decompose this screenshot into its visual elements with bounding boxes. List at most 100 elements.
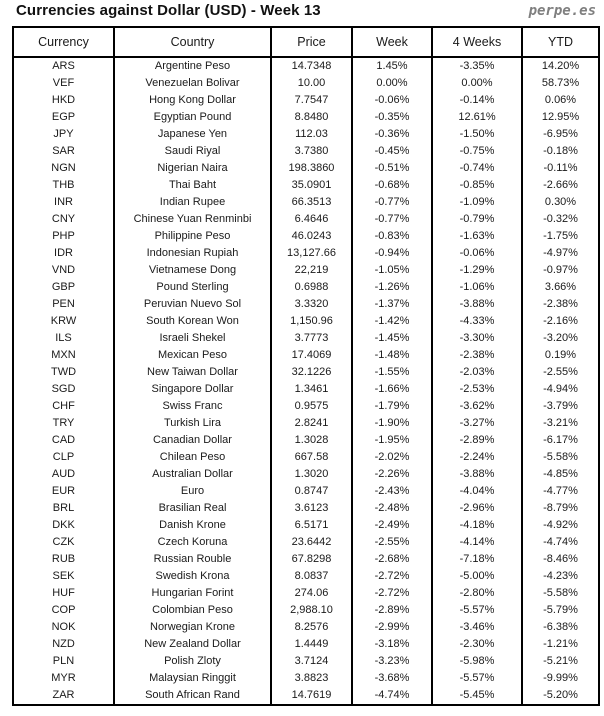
price-value: 3.7773 — [270, 330, 353, 347]
week-change: 1.45% — [351, 57, 433, 75]
currency-code: EGP — [12, 109, 115, 126]
week-change: -2.72% — [351, 568, 433, 585]
four-weeks-change: -5.57% — [431, 670, 523, 687]
four-weeks-change: -4.18% — [431, 517, 523, 534]
four-weeks-change: 12.61% — [431, 109, 523, 126]
four-weeks-change: -5.45% — [431, 687, 523, 705]
table-row: CLP Chilean Peso 667.58 -2.02% -2.24% -5.58% — [12, 449, 600, 466]
country-name: Egyptian Pound — [113, 109, 272, 126]
ytd-change: 0.06% — [521, 92, 600, 109]
currency-code: CZK — [12, 534, 115, 551]
table-row: TRY Turkish Lira 2.8241 -1.90% -3.27% -3.21% — [12, 415, 600, 432]
currency-code: EUR — [12, 483, 115, 500]
price-value: 667.58 — [270, 449, 353, 466]
price-value: 198.3860 — [270, 160, 353, 177]
week-change: -0.06% — [351, 92, 433, 109]
price-value: 3.7380 — [270, 143, 353, 160]
currency-code: HUF — [12, 585, 115, 602]
week-change: -0.68% — [351, 177, 433, 194]
table-row: CZK Czech Koruna 23.6442 -2.55% -4.14% -4.74% — [12, 534, 600, 551]
country-name: South Korean Won — [113, 313, 272, 330]
column-header-4weeks: 4 Weeks — [431, 27, 523, 58]
table-row: EGP Egyptian Pound 8.8480 -0.35% 12.61% 12.95… — [12, 109, 600, 126]
four-weeks-change: -1.06% — [431, 279, 523, 296]
currency-code: NZD — [12, 636, 115, 653]
country-name: Australian Dollar — [113, 466, 272, 483]
currency-code: NOK — [12, 619, 115, 636]
ytd-change: -1.21% — [521, 636, 600, 653]
currency-code: SEK — [12, 568, 115, 585]
country-name: Vietnamese Dong — [113, 262, 272, 279]
ytd-change: -2.38% — [521, 296, 600, 313]
price-value: 3.7124 — [270, 653, 353, 670]
currency-code: PEN — [12, 296, 115, 313]
currency-code: VEF — [12, 75, 115, 92]
price-value: 274.06 — [270, 585, 353, 602]
week-change: -4.74% — [351, 687, 433, 705]
table-header-row: Currency Country Price Week 4 Weeks YTD — [12, 27, 600, 58]
country-name: Peruvian Nuevo Sol — [113, 296, 272, 313]
table-row: PHP Philippine Peso 46.0243 -0.83% -1.63% -1.… — [12, 228, 600, 245]
table-row: PLN Polish Zloty 3.7124 -3.23% -5.98% -5.21% — [12, 653, 600, 670]
country-name: New Zealand Dollar — [113, 636, 272, 653]
country-name: Canadian Dollar — [113, 432, 272, 449]
currency-code: JPY — [12, 126, 115, 143]
week-change: -1.26% — [351, 279, 433, 296]
price-value: 66.3513 — [270, 194, 353, 211]
price-value: 1.3461 — [270, 381, 353, 398]
week-change: -1.45% — [351, 330, 433, 347]
table-row: HUF Hungarian Forint 274.06 -2.72% -2.80% -5.… — [12, 585, 600, 602]
price-value: 0.8747 — [270, 483, 353, 500]
week-change: -1.90% — [351, 415, 433, 432]
price-value: 1,150.96 — [270, 313, 353, 330]
country-name: Japanese Yen — [113, 126, 272, 143]
currency-code: KRW — [12, 313, 115, 330]
currency-code: SGD — [12, 381, 115, 398]
four-weeks-change: -5.57% — [431, 602, 523, 619]
ytd-change: -4.97% — [521, 245, 600, 262]
price-value: 35.0901 — [270, 177, 353, 194]
four-weeks-change: -1.63% — [431, 228, 523, 245]
currency-code: AUD — [12, 466, 115, 483]
four-weeks-change: -2.80% — [431, 585, 523, 602]
week-change: -1.55% — [351, 364, 433, 381]
country-name: Russian Rouble — [113, 551, 272, 568]
currency-code: CHF — [12, 398, 115, 415]
ytd-change: -5.20% — [521, 687, 600, 705]
column-header-country: Country — [113, 27, 272, 58]
four-weeks-change: -2.96% — [431, 500, 523, 517]
week-change: -1.95% — [351, 432, 433, 449]
currency-code: CNY — [12, 211, 115, 228]
four-weeks-change: -3.88% — [431, 296, 523, 313]
table-row: ZAR South African Rand 14.7619 -4.74% -5.45%… — [12, 687, 600, 705]
page-title: Currencies against Dollar (USD) - Week 1… — [16, 2, 321, 19]
price-value: 112.03 — [270, 126, 353, 143]
currency-code: RUB — [12, 551, 115, 568]
currency-code: PLN — [12, 653, 115, 670]
ytd-change: -0.32% — [521, 211, 600, 228]
currency-code: NGN — [12, 160, 115, 177]
currency-code: COP — [12, 602, 115, 619]
four-weeks-change: -0.14% — [431, 92, 523, 109]
currency-code: BRL — [12, 500, 115, 517]
country-name: Polish Zloty — [113, 653, 272, 670]
table-row: PEN Peruvian Nuevo Sol 3.3320 -1.37% -3.88% -… — [12, 296, 600, 313]
column-header-currency: Currency — [12, 27, 115, 58]
week-change: -1.37% — [351, 296, 433, 313]
country-name: Czech Koruna — [113, 534, 272, 551]
country-name: Euro — [113, 483, 272, 500]
table-row: CHF Swiss Franc 0.9575 -1.79% -3.62% -3.79% — [12, 398, 600, 415]
currency-code: THB — [12, 177, 115, 194]
ytd-change: 58.73% — [521, 75, 600, 92]
four-weeks-change: -3.88% — [431, 466, 523, 483]
week-change: -0.51% — [351, 160, 433, 177]
four-weeks-change: -1.50% — [431, 126, 523, 143]
country-name: Philippine Peso — [113, 228, 272, 245]
table-row: JPY Japanese Yen 112.03 -0.36% -1.50% -6.95% — [12, 126, 600, 143]
country-name: Argentine Peso — [113, 57, 272, 75]
table-row: DKK Danish Krone 6.5171 -2.49% -4.18% -4.92% — [12, 517, 600, 534]
table-row: IDR Indonesian Rupiah 13,127.66 -0.94% -0.06… — [12, 245, 600, 262]
currency-code: SAR — [12, 143, 115, 160]
ytd-change: 12.95% — [521, 109, 600, 126]
week-change: -2.02% — [351, 449, 433, 466]
